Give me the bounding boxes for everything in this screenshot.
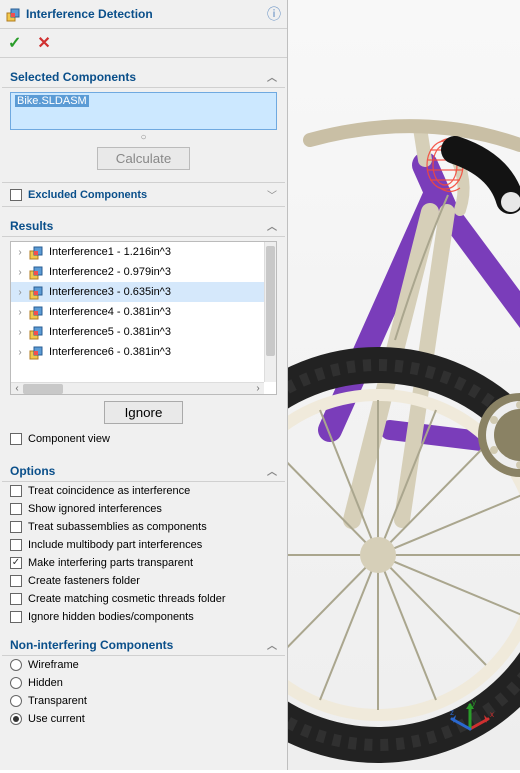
selected-components-title: Selected Components: [10, 70, 267, 84]
noninterf-radio[interactable]: [10, 677, 22, 689]
option-checkbox[interactable]: [10, 575, 22, 587]
interference-icon: [29, 284, 45, 300]
option-label: Show ignored interferences: [28, 503, 162, 515]
option-checkbox[interactable]: [10, 611, 22, 623]
confirm-row: ✓ ✕: [0, 29, 287, 58]
non-interfering-title: Non-interfering Components: [10, 638, 267, 652]
noninterf-radio[interactable]: [10, 713, 22, 725]
noninterf-option: Hidden: [0, 674, 287, 692]
interference-icon: [29, 324, 45, 340]
interference-row[interactable]: ›Interference1 - 1.216in^3: [11, 242, 264, 262]
options-title: Options: [10, 464, 267, 478]
svg-text:x: x: [490, 710, 494, 719]
option-label: Include multibody part interferences: [28, 539, 202, 551]
calculate-button[interactable]: Calculate: [97, 147, 191, 170]
interference-row[interactable]: ›Interference5 - 0.381in^3: [11, 322, 264, 342]
interference-row[interactable]: ›Interference4 - 0.381in^3: [11, 302, 264, 322]
help-icon[interactable]: ⓘ: [267, 4, 281, 24]
component-view-checkbox[interactable]: [10, 433, 22, 445]
selected-components-body: Bike.SLDASM ○ Calculate: [0, 88, 287, 178]
noninterf-label: Use current: [28, 713, 85, 725]
excluded-components-title: Excluded Components: [28, 189, 267, 201]
option-label: Treat coincidence as interference: [28, 485, 190, 497]
interference-label: Interference6 - 0.381in^3: [49, 346, 171, 358]
option-checkbox[interactable]: [10, 593, 22, 605]
horizontal-scrollbar[interactable]: ‹›: [11, 382, 264, 394]
interference-icon: [29, 244, 45, 260]
interference-label: Interference5 - 0.381in^3: [49, 326, 171, 338]
option-label: Make interfering parts transparent: [28, 557, 193, 569]
noninterf-option: Use current: [0, 710, 287, 728]
svg-text:z: z: [450, 708, 454, 717]
svg-text:y: y: [472, 698, 476, 707]
interference-label: Interference3 - 0.635in^3: [49, 286, 171, 298]
interference-label: Interference2 - 0.979in^3: [49, 266, 171, 278]
option-label: Create matching cosmetic threads folder: [28, 593, 225, 605]
option-row: Include multibody part interferences: [0, 536, 287, 554]
panel-title: Interference Detection: [26, 7, 267, 21]
interference-label: Interference4 - 0.381in^3: [49, 306, 171, 318]
options-header[interactable]: Options ︿: [2, 458, 285, 482]
cancel-button[interactable]: ✕: [37, 33, 50, 53]
noninterf-radio[interactable]: [10, 695, 22, 707]
view-orientation-gizmo[interactable]: x y z: [446, 697, 494, 748]
excluded-components-header[interactable]: Excluded Components ﹀: [2, 182, 285, 207]
option-row: Ignore hidden bodies/components: [0, 608, 287, 626]
option-row: Make interfering parts transparent: [0, 554, 287, 572]
noninterf-label: Wireframe: [28, 659, 79, 671]
interference-row[interactable]: ›Interference3 - 0.635in^3: [11, 282, 264, 302]
panel-header: Interference Detection ⓘ: [0, 0, 287, 29]
option-checkbox[interactable]: [10, 485, 22, 497]
excluded-checkbox[interactable]: [10, 189, 22, 201]
option-row: Create fasteners folder: [0, 572, 287, 590]
chevron-up-icon: ︿: [267, 69, 277, 84]
option-label: Ignore hidden bodies/components: [28, 611, 194, 623]
component-view-label: Component view: [28, 433, 110, 445]
option-checkbox[interactable]: [10, 521, 22, 533]
results-list[interactable]: ›Interference1 - 1.216in^3›Interference2…: [10, 241, 277, 395]
option-label: Treat subassemblies as components: [28, 521, 207, 533]
resize-handle-icon[interactable]: ○: [10, 132, 277, 143]
interference-icon: [29, 264, 45, 280]
interference-row[interactable]: ›Interference2 - 0.979in^3: [11, 262, 264, 282]
property-manager-panel: Interference Detection ⓘ ✓ ✕ Selected Co…: [0, 0, 288, 770]
option-label: Create fasteners folder: [28, 575, 140, 587]
vertical-scrollbar[interactable]: [264, 242, 276, 382]
results-title: Results: [10, 219, 267, 233]
noninterf-radio[interactable]: [10, 659, 22, 671]
interference-label: Interference1 - 1.216in^3: [49, 246, 171, 258]
interference-detection-icon: [6, 6, 22, 22]
non-interfering-header[interactable]: Non-interfering Components ︿: [2, 632, 285, 656]
results-body: ›Interference1 - 1.216in^3›Interference2…: [0, 237, 287, 452]
chevron-up-icon: ︿: [267, 637, 277, 652]
option-checkbox[interactable]: [10, 539, 22, 551]
option-row: Create matching cosmetic threads folder: [0, 590, 287, 608]
results-header[interactable]: Results ︿: [2, 213, 285, 237]
noninterf-label: Transparent: [28, 695, 87, 707]
ignore-button[interactable]: Ignore: [104, 401, 184, 424]
chevron-up-icon: ︿: [267, 218, 277, 233]
non-interfering-body: Wireframe Hidden Transparent Use current: [0, 656, 287, 728]
option-checkbox[interactable]: [10, 503, 22, 515]
interference-row[interactable]: ›Interference6 - 0.381in^3: [11, 342, 264, 362]
option-row: Treat coincidence as interference: [0, 482, 287, 500]
selected-components-input[interactable]: Bike.SLDASM: [10, 92, 277, 130]
ok-button[interactable]: ✓: [8, 33, 21, 53]
option-checkbox[interactable]: [10, 557, 22, 569]
interference-icon: [29, 304, 45, 320]
noninterf-option: Transparent: [0, 692, 287, 710]
noninterf-option: Wireframe: [0, 656, 287, 674]
option-row: Show ignored interferences: [0, 500, 287, 518]
interference-icon: [29, 344, 45, 360]
chevron-down-icon: ﹀: [267, 187, 277, 202]
option-row: Treat subassemblies as components: [0, 518, 287, 536]
selected-component-item[interactable]: Bike.SLDASM: [15, 95, 89, 107]
selected-components-header[interactable]: Selected Components ︿: [2, 64, 285, 88]
options-body: Treat coincidence as interference Show ig…: [0, 482, 287, 626]
noninterf-label: Hidden: [28, 677, 63, 689]
chevron-up-icon: ︿: [267, 463, 277, 478]
